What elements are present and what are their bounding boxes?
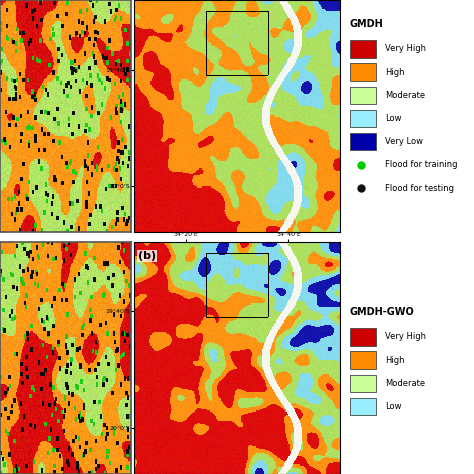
FancyBboxPatch shape: [349, 64, 376, 81]
Text: High: High: [385, 67, 404, 76]
Text: Flood for training: Flood for training: [385, 161, 457, 170]
Text: High: High: [385, 356, 404, 365]
Text: (b): (b): [138, 251, 156, 261]
FancyBboxPatch shape: [349, 133, 376, 150]
FancyBboxPatch shape: [349, 328, 376, 346]
FancyBboxPatch shape: [349, 351, 376, 369]
FancyBboxPatch shape: [349, 87, 376, 104]
Text: Low: Low: [385, 114, 401, 123]
Text: Moderate: Moderate: [385, 379, 425, 388]
Text: Low: Low: [385, 402, 401, 411]
Text: GMDH: GMDH: [349, 18, 383, 28]
FancyBboxPatch shape: [349, 398, 376, 415]
FancyBboxPatch shape: [349, 110, 376, 127]
Text: Moderate: Moderate: [385, 91, 425, 100]
Text: Flood for testing: Flood for testing: [385, 184, 454, 193]
Text: GMDH-GWO: GMDH-GWO: [349, 307, 414, 317]
FancyBboxPatch shape: [349, 374, 376, 392]
Text: Very High: Very High: [385, 332, 426, 341]
Text: Very Low: Very Low: [385, 137, 423, 146]
FancyBboxPatch shape: [349, 40, 376, 57]
Text: Very High: Very High: [385, 44, 426, 53]
